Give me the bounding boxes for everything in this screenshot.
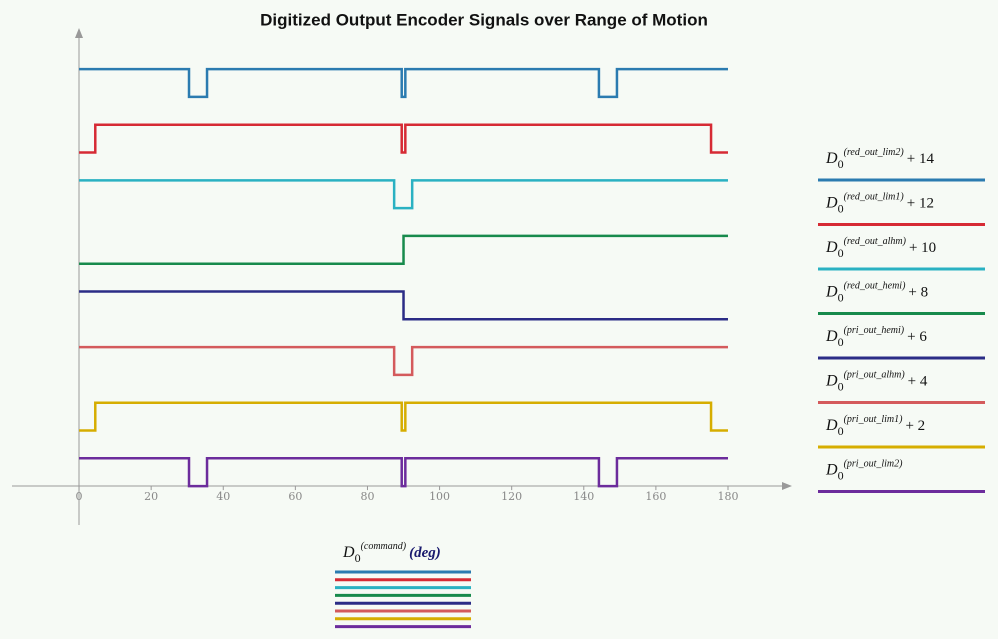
symbol: D: [342, 544, 355, 561]
signal-line: [79, 179, 728, 210]
x-tick-label: 20: [144, 490, 158, 503]
symbol: D: [825, 150, 838, 167]
subscript: 0: [838, 246, 844, 260]
suffix: + 14: [907, 151, 935, 167]
x-tick-label: 100: [429, 490, 450, 503]
suffix: + 12: [907, 196, 934, 212]
superscript: (pri_out_lim1): [844, 414, 904, 425]
superscript: (pri_out_alhm): [844, 370, 906, 381]
legend-label: D0(pri_out_alhm) + 4: [825, 370, 928, 394]
suffix: + 2: [905, 418, 925, 434]
legend-label: D0(pri_out_lim2): [825, 459, 903, 483]
subscript: 0: [838, 202, 844, 216]
signal-line: [79, 457, 728, 488]
superscript: (pri_out_hemi): [844, 325, 905, 336]
x-tick-label: 120: [501, 490, 522, 503]
symbol: D: [825, 373, 838, 390]
superscript: (red_out_hemi): [844, 281, 907, 292]
legend-label: D0(pri_out_lim1) + 2: [825, 414, 925, 438]
superscript: (red_out_alhm): [844, 236, 907, 247]
subscript: 0: [838, 424, 844, 438]
legend-label: D0(red_out_lim2) + 14: [825, 147, 934, 171]
legend-label: D0(red_out_alhm) + 10: [825, 236, 936, 260]
superscript: (red_out_lim1): [844, 192, 905, 203]
signal-line: [79, 234, 728, 265]
symbol: D: [825, 284, 838, 301]
suffix: + 4: [908, 374, 928, 390]
x-tick-label: 0: [76, 490, 83, 503]
subscript: 0: [838, 291, 844, 305]
chart-title: Digitized Output Encoder Signals over Ra…: [260, 10, 708, 29]
superscript: (pri_out_lim2): [844, 459, 904, 470]
subscript: 0: [355, 551, 361, 565]
y-axis-arrow: [75, 28, 83, 38]
legend-label: D0(red_out_lim1) + 12: [825, 192, 934, 216]
signal-line: [79, 67, 728, 99]
symbol: D: [825, 195, 838, 212]
unit: (deg): [409, 545, 441, 561]
subscript: 0: [838, 380, 844, 394]
subscript: 0: [838, 469, 844, 483]
signal-line: [79, 290, 728, 321]
suffix: + 10: [909, 240, 936, 256]
x-tick-label: 60: [288, 490, 302, 503]
x-tick-label: 80: [360, 490, 374, 503]
symbol: D: [825, 328, 838, 345]
superscript: (red_out_lim2): [844, 147, 905, 158]
legend-label: D0(red_out_hemi) + 8: [825, 281, 928, 305]
x-tick-label: 140: [573, 490, 594, 503]
subscript: 0: [838, 335, 844, 349]
suffix: + 6: [907, 329, 927, 345]
superscript: (command): [361, 541, 407, 552]
x-axis-label: D0(command) (deg): [342, 541, 441, 565]
x-tick-label: 180: [717, 490, 738, 503]
symbol: D: [825, 462, 838, 479]
x-tick-label: 160: [645, 490, 666, 503]
signal-line: [79, 401, 728, 432]
x-tick-label: 40: [216, 490, 230, 503]
symbol: D: [825, 417, 838, 434]
signal-line: [79, 345, 728, 377]
legend-label: D0(pri_out_hemi) + 6: [825, 325, 927, 349]
signal-line: [79, 123, 728, 154]
symbol: D: [825, 239, 838, 256]
x-axis-arrow: [782, 482, 792, 490]
suffix: + 8: [908, 285, 928, 301]
subscript: 0: [838, 157, 844, 171]
